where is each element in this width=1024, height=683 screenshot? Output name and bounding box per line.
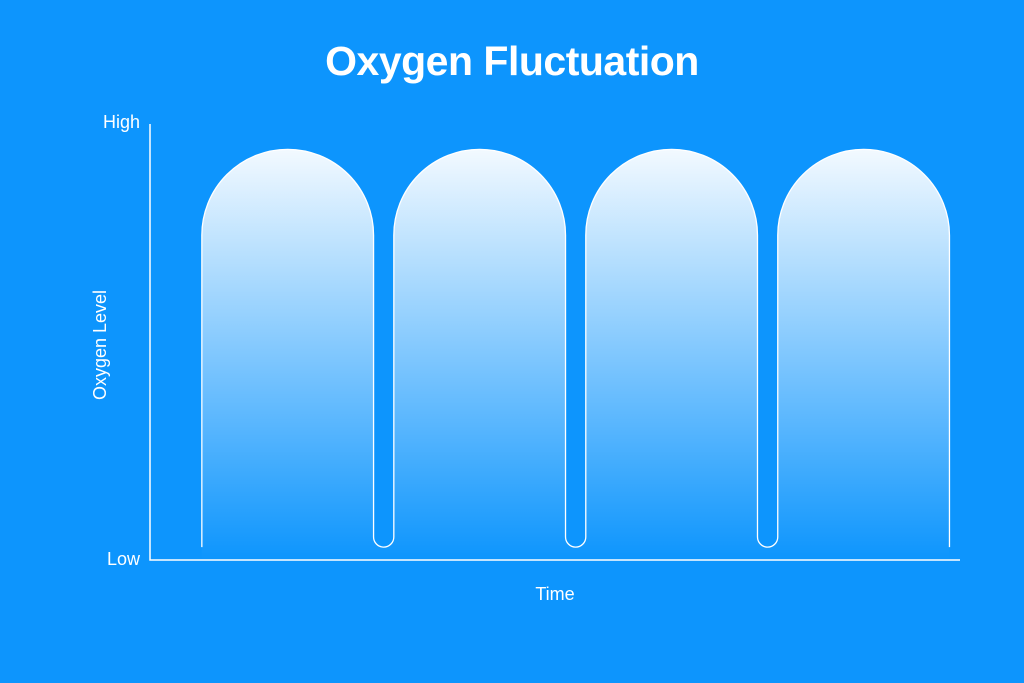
x-axis-label: Time <box>455 584 655 605</box>
chart-canvas: Oxygen Fluctuation Oxygen Level Time Hig… <box>0 0 1024 683</box>
y-axis-label: Oxygen Level <box>90 245 111 445</box>
series-fill <box>202 149 950 560</box>
chart-title: Oxygen Fluctuation <box>0 38 1024 85</box>
plot-area <box>150 130 960 560</box>
y-tick-low: Low <box>60 549 140 570</box>
y-tick-high: High <box>60 112 140 133</box>
